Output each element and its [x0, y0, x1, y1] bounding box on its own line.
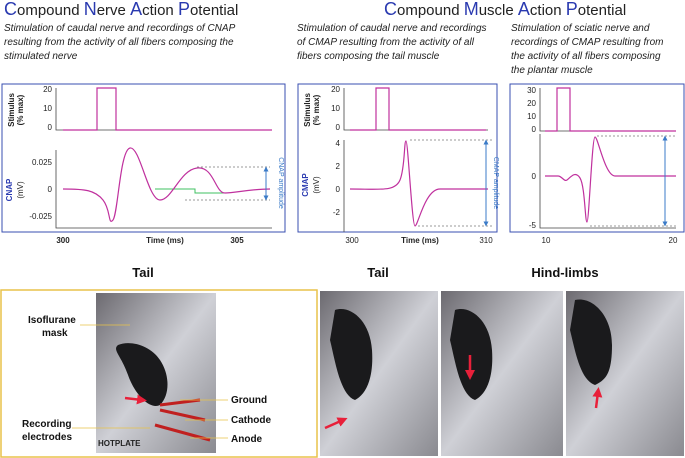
tick-label: 0 [336, 123, 341, 132]
tick-label: 310 [479, 236, 493, 245]
tick-label: 2 [336, 162, 341, 171]
x-label: Time (ms) [401, 236, 439, 245]
tick-label: 10 [331, 104, 340, 113]
mouse [330, 309, 373, 400]
stimulus-trace [545, 87, 676, 132]
stimulus-trace [350, 87, 486, 131]
photo-heading: Tail [367, 265, 388, 280]
desc: recordings of CMAP resulting from [511, 37, 663, 48]
panel-cnap: 20 10 0 Stimulus (% max) 0.025 0 -0.025 … [5, 85, 284, 245]
axis [343, 88, 488, 131]
axis-label: Stimulus [7, 93, 16, 127]
stimulus-trace [63, 87, 272, 131]
response-trace [62, 147, 271, 222]
amplitude-label: CMAP amplitude [492, 157, 499, 210]
guide [590, 135, 676, 227]
photo-heading: Tail [132, 265, 153, 280]
axis-label: (% max) [16, 94, 25, 125]
axis [539, 88, 676, 132]
panel-frame [509, 83, 685, 233]
tick-label: 20 [331, 85, 340, 94]
red-arrow [124, 394, 147, 405]
tick-label: -0.025 [29, 212, 52, 221]
mouse [116, 343, 168, 406]
tick-label: 0 [48, 123, 53, 132]
red-arrow [592, 387, 603, 409]
cnap-title: Compound Nerve Action Potential [4, 0, 238, 19]
axis-label: Stimulus [303, 93, 312, 127]
response-trace [545, 136, 676, 223]
panel-cmap-tail: 20 10 0 Stimulus (% max) 4 2 0 -2 CMAP (… [301, 85, 499, 245]
axis [55, 88, 272, 131]
tick-label: -2 [333, 208, 341, 217]
photo-label: Ground [231, 395, 267, 406]
red-arrow [324, 417, 348, 430]
panel-frame [1, 83, 286, 233]
tick-label: 0 [532, 172, 537, 181]
photo-frame [0, 289, 318, 458]
axis-label: CMAP [301, 173, 310, 197]
desc: Stimulation of caudal nerve and recordin… [297, 23, 487, 34]
fit-trace [155, 188, 225, 194]
x-label: Time (ms) [146, 236, 184, 245]
tick-label: 4 [336, 139, 341, 148]
tick-label: 10 [43, 104, 52, 113]
axis-label: (mV) [16, 181, 25, 199]
photo-label: mask [42, 328, 68, 339]
photo-label: Isoflurane [28, 315, 76, 326]
amplitude-label: CNAP amplitude [277, 157, 284, 209]
desc: of CMAP resulting from the activity of a… [297, 37, 475, 48]
tick-label: -5 [529, 221, 537, 230]
panel-frame [297, 83, 498, 233]
desc: stimulated nerve [4, 51, 78, 62]
guide [410, 139, 492, 227]
wires [154, 398, 211, 442]
photo-label: Recording [22, 419, 71, 430]
desc: fibers composing the tail muscle [297, 51, 440, 62]
mouse [570, 299, 612, 385]
desc: Stimulation of sciatic nerve and [511, 23, 650, 34]
tick-label: 300 [56, 236, 70, 245]
tick-label: 10 [542, 236, 551, 245]
tick-label: 30 [527, 86, 536, 95]
tick-label: 0.025 [32, 158, 53, 167]
axis-label: CNAP [5, 178, 14, 201]
response-trace [349, 140, 488, 227]
photo-label: HOTPLATE [98, 439, 141, 448]
guide [185, 166, 270, 201]
photo-label: Anode [231, 434, 263, 445]
tick-label: 20 [43, 85, 52, 94]
axis-label: (mV) [312, 176, 321, 194]
cmap-title: Compound Muscle Action Potential [384, 0, 626, 19]
photo-label: electrodes [22, 432, 72, 443]
tick-label: 0 [48, 185, 53, 194]
tick-label: 0 [336, 185, 341, 194]
desc: Stimulation of caudal nerve and recordin… [4, 23, 236, 34]
photo-heading: Hind-limbs [531, 265, 598, 280]
tick-label: 305 [230, 236, 244, 245]
mouse [450, 309, 493, 400]
tick-label: 20 [527, 99, 536, 108]
axis-label: (% max) [312, 94, 321, 125]
leader-lines [72, 324, 228, 439]
axis [55, 150, 272, 229]
tick-label: 10 [527, 112, 536, 121]
axis [539, 134, 676, 229]
desc: the plantar muscle [511, 65, 593, 76]
tick-label: 0 [532, 125, 537, 134]
desc: the activity of all fibers composing [511, 51, 661, 62]
panel-cmap-hind: 30 20 10 0 0 -5 10 20 [527, 86, 678, 245]
tick-label: 300 [345, 236, 359, 245]
tick-label: 20 [669, 236, 678, 245]
desc: resulting from the activity of all fiber… [4, 37, 234, 48]
photo-label: Cathode [231, 415, 271, 426]
